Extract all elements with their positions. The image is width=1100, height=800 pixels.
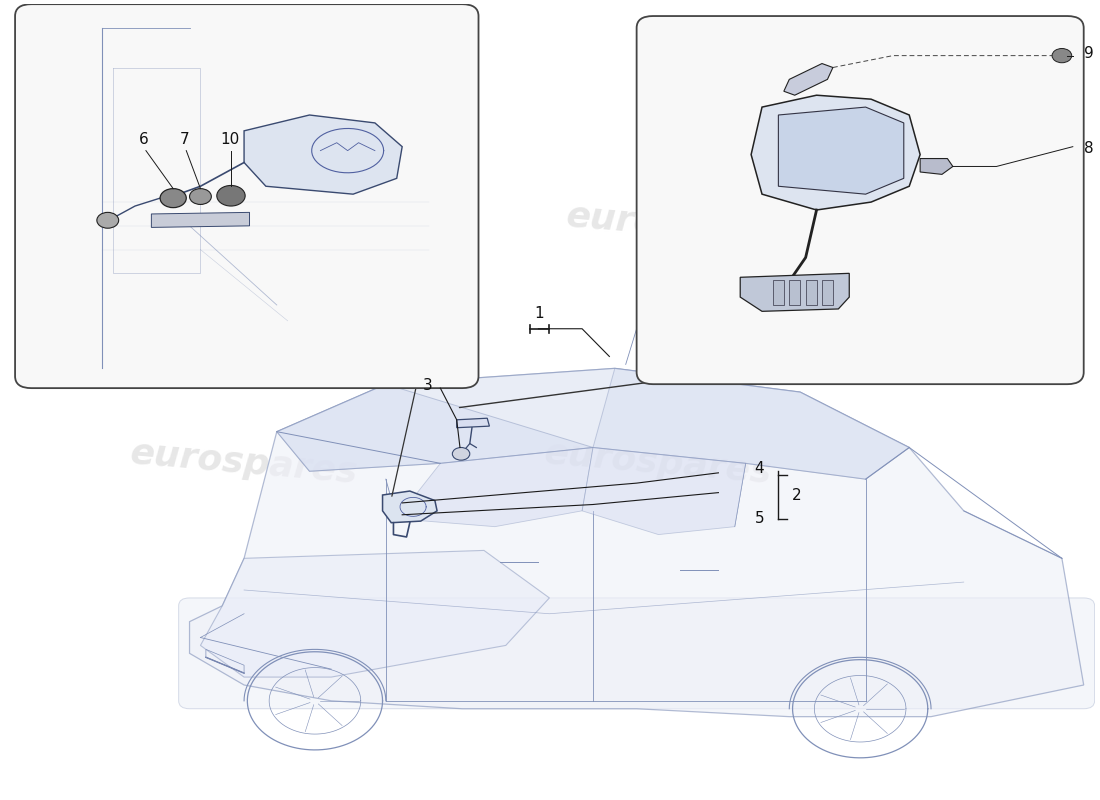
Circle shape <box>161 189 186 208</box>
Circle shape <box>1052 49 1071 62</box>
Polygon shape <box>920 158 953 174</box>
Polygon shape <box>383 491 437 522</box>
Text: 4: 4 <box>755 462 764 476</box>
Polygon shape <box>740 274 849 311</box>
Polygon shape <box>277 368 910 479</box>
Circle shape <box>189 189 211 205</box>
Text: eurospares: eurospares <box>543 437 773 490</box>
Circle shape <box>452 447 470 460</box>
Polygon shape <box>456 418 490 428</box>
Polygon shape <box>397 447 593 526</box>
Text: 2: 2 <box>792 487 801 502</box>
Polygon shape <box>189 368 1084 717</box>
FancyBboxPatch shape <box>178 598 1094 709</box>
Polygon shape <box>593 368 910 479</box>
Polygon shape <box>805 280 816 305</box>
Polygon shape <box>784 63 833 95</box>
Text: 1: 1 <box>535 306 544 321</box>
Polygon shape <box>277 384 593 471</box>
Text: 10: 10 <box>220 132 240 146</box>
Polygon shape <box>200 550 549 677</box>
Text: eurospares: eurospares <box>565 199 795 253</box>
Text: 6: 6 <box>139 132 148 146</box>
Text: eurospares: eurospares <box>129 199 360 253</box>
Text: 7: 7 <box>179 132 189 146</box>
Polygon shape <box>152 212 250 227</box>
FancyBboxPatch shape <box>637 16 1084 384</box>
Text: 9: 9 <box>1084 46 1093 61</box>
Polygon shape <box>751 95 920 210</box>
Polygon shape <box>244 115 403 194</box>
Circle shape <box>217 186 245 206</box>
Text: eurospares: eurospares <box>129 437 360 490</box>
Polygon shape <box>779 107 904 194</box>
Polygon shape <box>773 280 784 305</box>
Text: 5: 5 <box>755 511 764 526</box>
Polygon shape <box>822 280 833 305</box>
Text: 8: 8 <box>1084 141 1093 156</box>
Text: 3: 3 <box>424 378 432 394</box>
Circle shape <box>97 212 119 228</box>
Polygon shape <box>582 447 746 534</box>
FancyBboxPatch shape <box>15 4 478 388</box>
Polygon shape <box>790 280 800 305</box>
